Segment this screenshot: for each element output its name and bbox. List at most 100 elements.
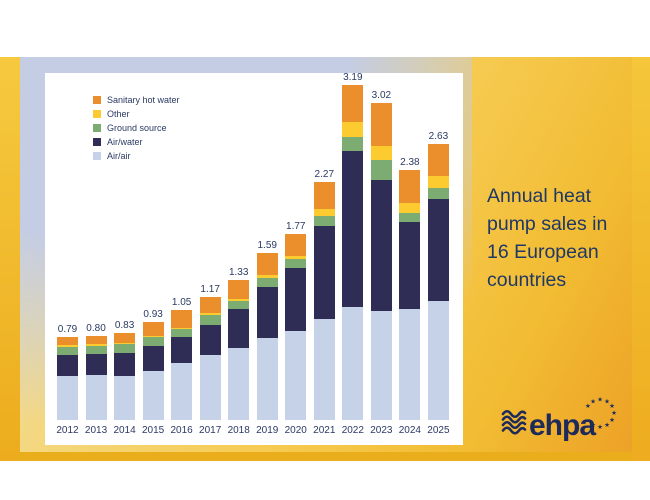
bar-column-2021: 2.27 2021 bbox=[313, 74, 335, 439]
bottom-gold-strip bbox=[20, 452, 632, 461]
bar-segment-other bbox=[313, 208, 335, 217]
bar-segment-ground-source bbox=[256, 278, 278, 287]
x-axis-label: 2019 bbox=[256, 425, 279, 436]
chart-legend: Sanitary hot water Other Ground source Air/… bbox=[93, 95, 180, 161]
svg-text:★: ★ bbox=[609, 416, 615, 424]
bar-segment-ground-source bbox=[142, 337, 164, 346]
legend-swatch-icon bbox=[93, 152, 101, 160]
legend-item-air-water: Air/water bbox=[93, 137, 180, 147]
bar-stack bbox=[199, 297, 221, 420]
bar-column-2024: 2.38 2024 bbox=[399, 74, 421, 439]
ehpa-logo: ehpa ★ ★ ★ ★ ★ ★ ★ ★ ★ ★ bbox=[498, 396, 628, 443]
x-axis-label: 2017 bbox=[199, 425, 222, 436]
legend-swatch-icon bbox=[93, 110, 101, 118]
bar-segment-air-water bbox=[370, 179, 392, 311]
bar-stack bbox=[85, 336, 107, 420]
x-axis-label: 2015 bbox=[141, 425, 165, 436]
bar-segment-air-water bbox=[57, 354, 78, 376]
bar-segment-air-water bbox=[427, 198, 449, 302]
bar-total-label: 2.27 bbox=[314, 168, 335, 180]
svg-text:★: ★ bbox=[609, 402, 615, 410]
legend-swatch-icon bbox=[93, 124, 101, 132]
bar-segment-air-air bbox=[57, 375, 78, 420]
svg-text:★: ★ bbox=[604, 421, 610, 429]
bar-segment-air-water bbox=[199, 324, 221, 355]
bar-segment-other bbox=[171, 327, 193, 329]
bar-segment-air-water bbox=[342, 151, 364, 307]
bar-total-label: 1.77 bbox=[286, 221, 306, 233]
bar-total-label: 1.33 bbox=[228, 267, 249, 279]
bar-segment-sanitary-hot-water bbox=[313, 181, 335, 209]
bar-segment-sanitary-hot-water bbox=[114, 332, 136, 344]
bar-column-2019: 1.59 2019 bbox=[256, 74, 279, 439]
bar-segment-air-water bbox=[114, 352, 136, 376]
bar-total-label: 0.93 bbox=[143, 309, 163, 321]
slide-title-line: 16 European bbox=[487, 241, 599, 263]
bar-stack bbox=[114, 332, 136, 420]
bar-total-label: 2.38 bbox=[400, 157, 420, 169]
bar-segment-sanitary-hot-water bbox=[285, 234, 307, 257]
bar-segment-air-water bbox=[399, 221, 421, 309]
bar-segment-air-air bbox=[313, 319, 335, 420]
bar-segment-other bbox=[57, 345, 78, 347]
x-axis-label: 2016 bbox=[170, 425, 193, 436]
bars-area: 0.79 2012 0.80 2013 0.83 2014 0.93 2015 1.05 2016… bbox=[56, 72, 449, 439]
bar-column-2025: 2.63 2025 bbox=[427, 74, 449, 439]
bar-segment-air-air bbox=[228, 347, 250, 420]
bar-column-2017: 1.17 2017 bbox=[199, 74, 222, 439]
bar-segment-air-air bbox=[399, 308, 421, 420]
bar-segment-sanitary-hot-water bbox=[399, 170, 421, 203]
bar-segment-air-water bbox=[228, 308, 250, 348]
bar-segment-other bbox=[85, 344, 107, 346]
slide-title-line: countries bbox=[487, 269, 567, 291]
bar-segment-ground-source bbox=[171, 328, 193, 338]
waves-icon bbox=[501, 409, 527, 435]
bar-segment-air-air bbox=[142, 370, 164, 420]
bar-segment-ground-source bbox=[313, 216, 335, 226]
bar-column-2020: 1.77 2020 bbox=[285, 74, 307, 439]
svg-text:★: ★ bbox=[611, 409, 617, 417]
svg-text:★: ★ bbox=[590, 421, 596, 429]
legend-item-ground-source: Ground source bbox=[93, 123, 180, 133]
bar-segment-ground-source bbox=[370, 159, 392, 180]
bar-total-label: 1.05 bbox=[171, 296, 192, 308]
bar-segment-sanitary-hot-water bbox=[142, 322, 164, 337]
bar-segment-air-air bbox=[342, 306, 364, 420]
chart-panel: Sanitary hot water Other Ground source Air/… bbox=[45, 72, 463, 445]
bar-segment-air-air bbox=[85, 374, 107, 420]
bar-total-label: 1.17 bbox=[200, 284, 220, 296]
bar-stack bbox=[228, 280, 250, 420]
legend-swatch-icon bbox=[93, 138, 101, 146]
bar-segment-air-water bbox=[171, 337, 193, 364]
bar-segment-other bbox=[342, 121, 364, 137]
logo-wordmark: ehpa bbox=[529, 409, 596, 442]
bar-segment-air-air bbox=[427, 301, 449, 420]
bar-segment-other bbox=[228, 299, 250, 302]
bar-stack bbox=[285, 234, 307, 420]
svg-text:★: ★ bbox=[590, 397, 596, 405]
bar-segment-other bbox=[142, 336, 164, 338]
bar-total-label: 0.80 bbox=[86, 323, 106, 335]
bar-total-label: 0.83 bbox=[114, 319, 135, 331]
bar-segment-sanitary-hot-water bbox=[199, 297, 221, 314]
bar-segment-sanitary-hot-water bbox=[228, 280, 250, 300]
legend-label: Air/air bbox=[107, 151, 131, 161]
bar-segment-other bbox=[114, 343, 136, 345]
bar-segment-air-air bbox=[370, 310, 392, 420]
bar-segment-other bbox=[427, 176, 449, 189]
bar-segment-other bbox=[256, 275, 278, 279]
bar-total-label: 3.02 bbox=[371, 89, 392, 101]
legend-item-sanitary-hot-water: Sanitary hot water bbox=[93, 95, 180, 105]
bar-column-2023: 3.02 2023 bbox=[370, 74, 392, 439]
bar-segment-sanitary-hot-water bbox=[171, 309, 193, 328]
bar-column-2015: 0.93 2015 bbox=[141, 74, 165, 439]
bar-segment-other bbox=[399, 202, 421, 214]
bar-segment-sanitary-hot-water bbox=[256, 253, 278, 276]
bar-segment-sanitary-hot-water bbox=[427, 143, 449, 177]
bar-column-2018: 1.33 2018 bbox=[228, 74, 250, 439]
x-axis-label: 2014 bbox=[113, 425, 136, 436]
bar-stack bbox=[313, 181, 335, 420]
bar-segment-sanitary-hot-water bbox=[57, 337, 78, 346]
legend-swatch-icon bbox=[93, 96, 101, 104]
bar-segment-air-air bbox=[256, 338, 278, 420]
